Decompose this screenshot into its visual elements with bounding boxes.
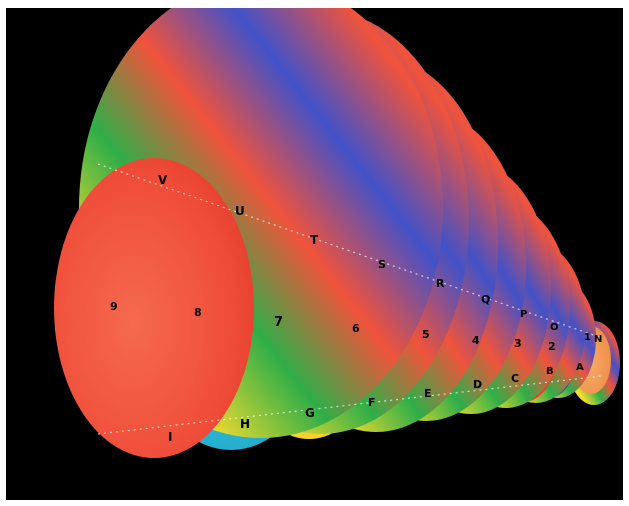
label-E: E	[424, 387, 432, 400]
label-O: O	[550, 322, 559, 333]
label-7: 7	[274, 315, 283, 330]
label-N: N	[594, 334, 602, 345]
label-5: 5	[422, 328, 430, 341]
label-8: 8	[194, 306, 202, 319]
label-F: F	[368, 396, 376, 409]
label-C: C	[511, 372, 519, 385]
label-9: 9	[110, 300, 118, 313]
label-S: S	[378, 258, 386, 271]
label-U: U	[235, 204, 245, 218]
label-1: 1	[584, 332, 591, 343]
label-R: R	[436, 277, 445, 290]
label-I: I	[168, 430, 172, 444]
guide-lines	[97, 163, 603, 435]
label-B: B	[546, 366, 554, 377]
label-H: H	[240, 417, 250, 431]
label-6: 6	[352, 322, 360, 335]
label-4: 4	[472, 334, 480, 347]
label-Q: Q	[481, 293, 490, 306]
photo-frame: 9 8 7 6 5 4 3 2 1 V U T S R Q P O N I H …	[6, 8, 623, 500]
label-G: G	[305, 406, 315, 420]
label-T: T	[310, 233, 319, 247]
label-D: D	[473, 378, 482, 391]
nested-color-discs-photo: 9 8 7 6 5 4 3 2 1 V U T S R Q P O N I H …	[54, 8, 620, 458]
label-V: V	[158, 173, 168, 187]
label-3: 3	[514, 337, 522, 350]
label-2: 2	[548, 340, 556, 353]
disc-9	[54, 8, 443, 458]
label-P: P	[520, 309, 527, 320]
label-A: A	[576, 362, 584, 373]
